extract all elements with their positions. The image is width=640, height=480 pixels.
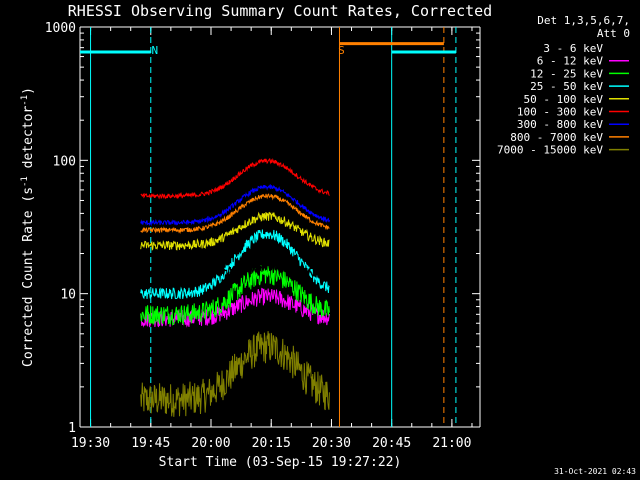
legend-header-line2: Att 0 [597,27,630,40]
series-line [140,193,330,234]
x-tick-label: 20:45 [372,436,411,451]
series-line [140,211,330,251]
y-axis-label-mid: detector [21,106,36,177]
legend-label: 50 - 100 keV [524,93,604,106]
series-line [140,229,330,300]
series-line [140,265,330,326]
legend-label: 25 - 50 keV [530,80,603,93]
legend-label: 12 - 25 keV [530,67,603,80]
x-tick-label: 20:15 [252,436,291,451]
series-line [140,331,330,417]
x-axis-ticks: 19:30 19:45 20:00 20:15 20:30 20:45 21:00 [71,27,473,451]
series-layer [140,157,330,417]
x-tick-label: 20:00 [191,436,230,451]
legend-label: 800 - 7000 keV [510,131,603,144]
y-axis-label-sup1: -1 [20,176,30,187]
y-tick-label: 1 [68,421,76,436]
legend-label: 100 - 300 keV [517,106,603,119]
y-axis-label: Corrected Count Rate (s-1 detector-1) [20,87,36,367]
y-axis-label-main: Corrected Count Rate (s [21,187,36,367]
legend-header-line1: Det 1,3,5,6,7, [537,14,630,27]
y-tick-label: 1000 [45,21,76,36]
series-line [140,157,330,200]
plot-frame [79,26,481,428]
y-axis-label-sup2: -1 [20,95,30,106]
chart-title: RHESSI Observing Summary Count Rates, Co… [68,2,492,20]
legend-label: 3 - 6 keV [543,42,603,55]
annotation-label: N [151,44,158,57]
x-tick-label: 20:30 [312,436,351,451]
y-tick-label: 10 [60,288,76,303]
series-line [140,261,330,281]
x-axis-label: Start Time (03-Sep-15 19:27:22) [159,455,402,470]
x-tick-label: 19:30 [71,436,110,451]
series-line [140,183,330,227]
annotation-label: S [338,44,345,57]
y-axis-label-end: ) [21,87,36,95]
x-tick-label: 21:00 [432,436,471,451]
y-axis-ticks: 1 10 100 1000 [45,21,480,436]
x-tick-label: 19:45 [131,436,170,451]
legend-label: 6 - 12 keV [537,55,604,68]
legend-label: 7000 - 15000 keV [497,144,603,157]
y-tick-label: 100 [53,154,76,169]
time-markers [80,27,457,427]
legend-label: 300 - 800 keV [517,118,603,131]
timestamp: 31-Oct-2021 02:43 [554,467,636,476]
